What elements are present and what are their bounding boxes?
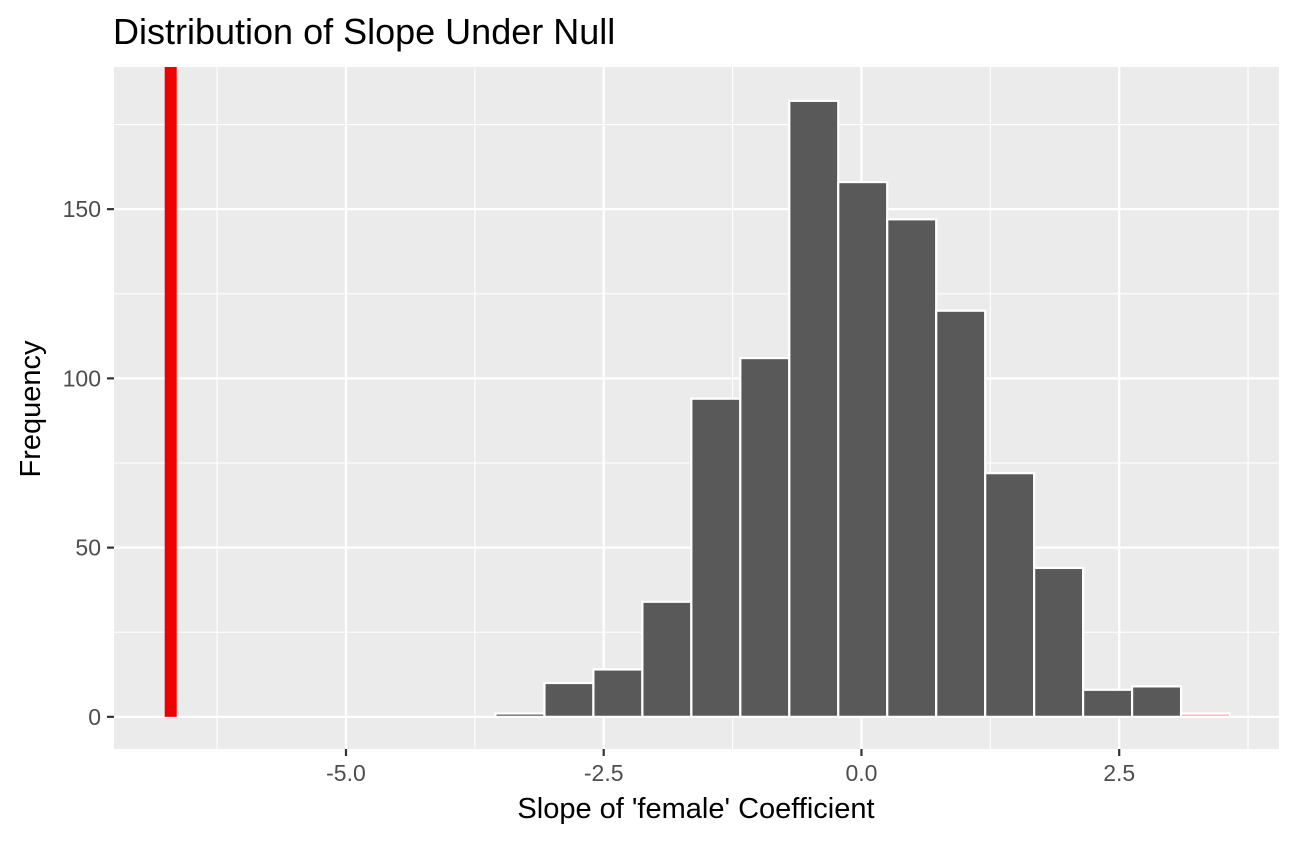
chart-title: Distribution of Slope Under Null <box>113 11 615 52</box>
y-tick-label: 50 <box>75 535 101 561</box>
x-axis-title: Slope of 'female' Coefficient <box>517 793 874 825</box>
histogram-bar-shaded <box>1179 712 1232 718</box>
observed-statistic-layer <box>164 67 177 717</box>
histogram-bar <box>543 681 595 718</box>
y-axis: 0 50 100 150 <box>63 196 114 730</box>
x-tick-label: 2.5 <box>1103 760 1135 786</box>
histogram-bar <box>1082 688 1134 718</box>
y-tick-label: 100 <box>63 365 101 391</box>
histogram-bar <box>641 600 693 718</box>
observed-statistic-line <box>164 67 177 717</box>
y-tick-label: 0 <box>88 704 101 730</box>
histogram-bar <box>1130 685 1183 718</box>
y-axis-title: Frequency <box>15 340 47 478</box>
histogram-bar <box>1033 566 1085 718</box>
histogram-bar <box>592 668 644 718</box>
y-tick-label: 150 <box>63 196 101 222</box>
histogram-bars <box>494 99 1232 718</box>
x-tick-label: 0.0 <box>845 760 877 786</box>
histogram-bar <box>886 218 938 718</box>
histogram-bar <box>935 309 987 718</box>
histogram-bar <box>788 99 840 718</box>
histogram-bar <box>739 356 791 718</box>
x-axis: -5.0 -2.5 0.0 2.5 <box>326 749 1135 786</box>
histogram-bar <box>690 397 742 718</box>
histogram-bar <box>984 472 1036 718</box>
histogram-bar <box>494 712 546 718</box>
x-tick-label: -2.5 <box>584 760 624 786</box>
histogram-bar <box>837 180 889 718</box>
x-tick-label: -5.0 <box>326 760 366 786</box>
